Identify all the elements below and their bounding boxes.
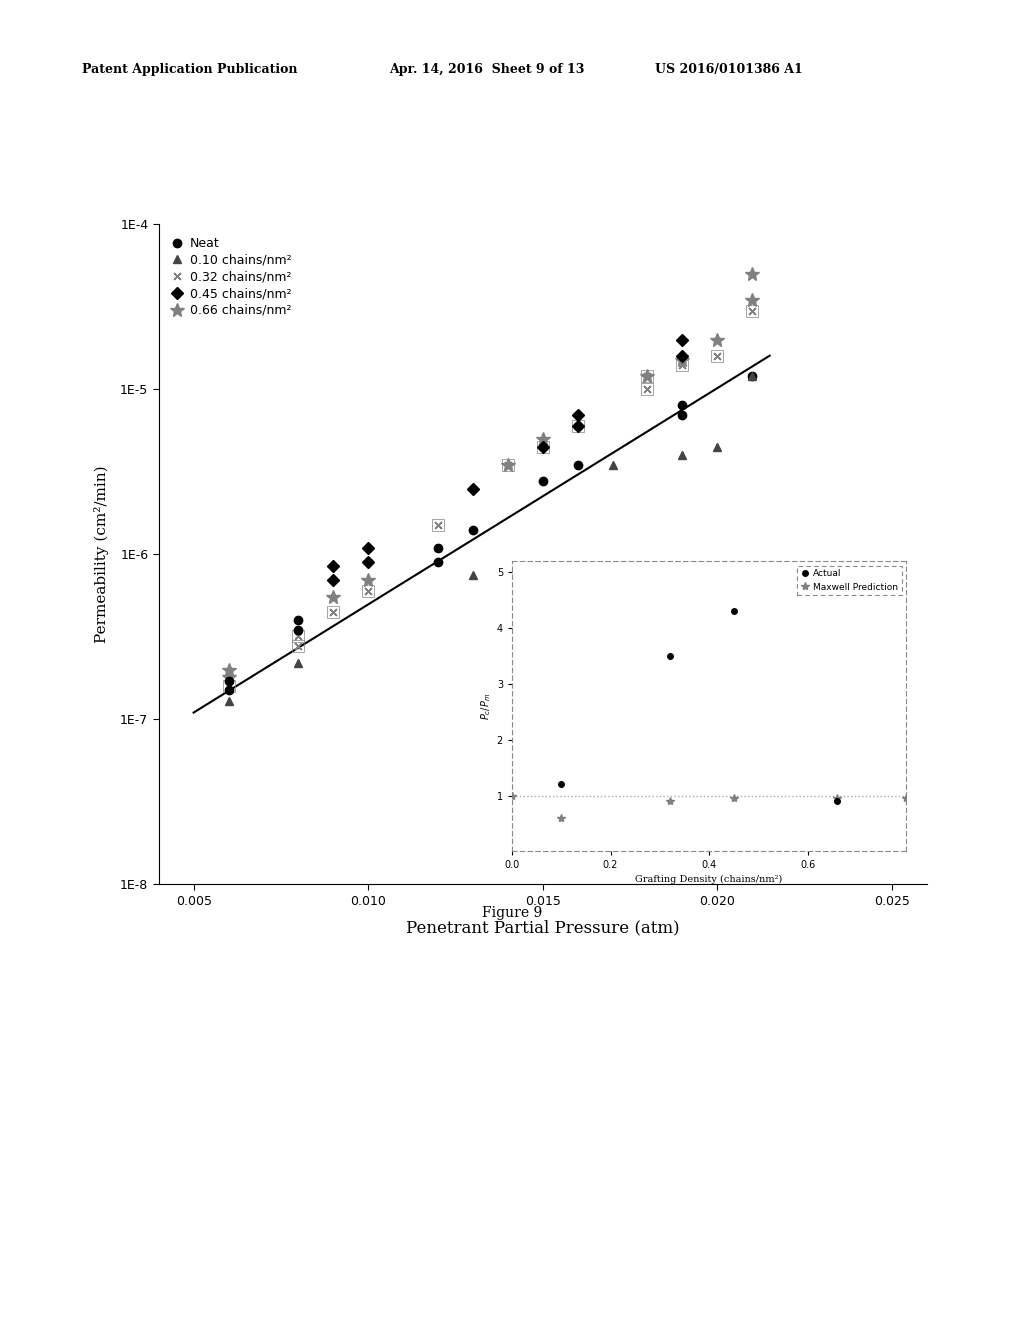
Neat <box>222 673 234 689</box>
Neat <box>292 612 304 628</box>
Neat <box>292 622 304 638</box>
0.32 chains/nm² <box>292 638 304 653</box>
Legend: Neat, 0.10 chains/nm², 0.32 chains/nm², 0.45 chains/nm², 0.66 chains/nm²: Neat, 0.10 chains/nm², 0.32 chains/nm², … <box>165 231 298 323</box>
0.45 chains/nm² <box>676 331 688 347</box>
Maxwell Prediction <box>664 793 676 809</box>
0.66 chains/nm² <box>222 661 234 677</box>
0.10 chains/nm² <box>746 368 759 384</box>
Neat <box>746 368 759 384</box>
Line: 0.32 chains/nm²: 0.32 chains/nm² <box>223 305 758 692</box>
0.66 chains/nm² <box>222 669 234 685</box>
0.66 chains/nm² <box>711 331 723 347</box>
Y-axis label: $P_c/P_m$: $P_c/P_m$ <box>479 693 493 719</box>
Line: Maxwell Prediction: Maxwell Prediction <box>508 792 910 822</box>
Actual <box>555 776 567 792</box>
Actual <box>728 603 740 619</box>
0.32 chains/nm² <box>222 677 234 693</box>
Y-axis label: Permeability (cm²/min): Permeability (cm²/min) <box>94 466 109 643</box>
0.32 chains/nm² <box>571 418 584 434</box>
0.66 chains/nm² <box>746 292 759 308</box>
Legend: Actual, Maxwell Prediction: Actual, Maxwell Prediction <box>797 565 902 595</box>
0.10 chains/nm² <box>467 568 479 583</box>
0.45 chains/nm² <box>571 407 584 422</box>
Actual <box>664 648 676 664</box>
Neat <box>222 682 234 698</box>
0.45 chains/nm² <box>676 347 688 363</box>
0.66 chains/nm² <box>362 572 375 587</box>
0.66 chains/nm² <box>502 457 514 473</box>
0.45 chains/nm² <box>816 577 828 593</box>
0.32 chains/nm² <box>292 628 304 644</box>
0.10 chains/nm² <box>222 693 234 709</box>
0.66 chains/nm² <box>537 432 549 447</box>
0.66 chains/nm² <box>676 352 688 368</box>
0.45 chains/nm² <box>571 418 584 434</box>
0.45 chains/nm² <box>537 438 549 454</box>
0.10 chains/nm² <box>292 655 304 671</box>
0.66 chains/nm² <box>746 267 759 282</box>
X-axis label: Penetrant Partial Pressure (atm): Penetrant Partial Pressure (atm) <box>406 919 680 936</box>
0.66 chains/nm² <box>641 368 653 384</box>
Maxwell Prediction <box>506 788 518 804</box>
Actual <box>831 793 844 809</box>
Neat <box>676 397 688 413</box>
0.32 chains/nm² <box>746 302 759 318</box>
0.32 chains/nm² <box>502 457 514 473</box>
0.66 chains/nm² <box>327 589 339 605</box>
0.32 chains/nm² <box>641 381 653 397</box>
0.32 chains/nm² <box>362 583 375 599</box>
0.45 chains/nm² <box>362 554 375 570</box>
Text: Figure 9: Figure 9 <box>482 907 542 920</box>
0.32 chains/nm² <box>327 603 339 619</box>
Neat <box>432 554 444 570</box>
Maxwell Prediction <box>900 791 912 807</box>
0.32 chains/nm² <box>641 368 653 384</box>
Line: 0.45 chains/nm²: 0.45 chains/nm² <box>329 335 826 590</box>
Text: Patent Application Publication: Patent Application Publication <box>82 62 297 75</box>
Text: Apr. 14, 2016  Sheet 9 of 13: Apr. 14, 2016 Sheet 9 of 13 <box>389 62 585 75</box>
Line: 0.10 chains/nm²: 0.10 chains/nm² <box>224 372 757 705</box>
0.45 chains/nm² <box>362 540 375 556</box>
0.32 chains/nm² <box>537 438 549 454</box>
Maxwell Prediction <box>831 791 844 807</box>
Neat <box>571 457 584 473</box>
Neat <box>537 473 549 488</box>
Line: Actual: Actual <box>558 609 840 804</box>
Line: Neat: Neat <box>224 372 757 694</box>
Line: 0.66 chains/nm²: 0.66 chains/nm² <box>221 267 759 684</box>
0.45 chains/nm² <box>327 572 339 587</box>
0.32 chains/nm² <box>711 347 723 363</box>
Neat <box>467 523 479 539</box>
0.45 chains/nm² <box>467 480 479 496</box>
Maxwell Prediction <box>728 791 740 807</box>
Neat <box>432 540 444 556</box>
0.32 chains/nm² <box>676 358 688 374</box>
Neat <box>676 407 688 422</box>
0.10 chains/nm² <box>676 447 688 463</box>
0.45 chains/nm² <box>327 558 339 574</box>
0.10 chains/nm² <box>606 457 618 473</box>
Text: US 2016/0101386 A1: US 2016/0101386 A1 <box>655 62 803 75</box>
Maxwell Prediction <box>555 810 567 826</box>
X-axis label: Grafting Density (chains/nm²): Grafting Density (chains/nm²) <box>636 875 782 883</box>
0.32 chains/nm² <box>432 517 444 533</box>
0.10 chains/nm² <box>711 438 723 454</box>
